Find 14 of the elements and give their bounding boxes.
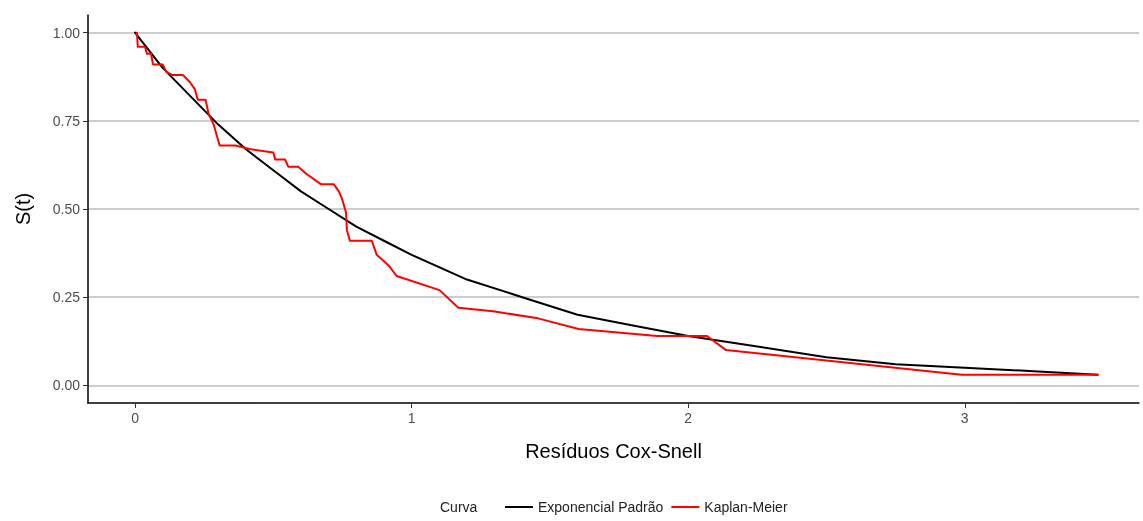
x-tick-label: 3 — [960, 410, 969, 426]
y-tick-label: 0.25 — [52, 289, 81, 306]
y-tick-label: 0.00 — [52, 377, 81, 394]
legend-label: Exponencial Padrão — [538, 499, 664, 515]
y-tick-label: 0.75 — [52, 112, 81, 129]
x-axis-title: Resíduos Cox-Snell — [525, 440, 702, 462]
x-tick-label: 1 — [407, 410, 416, 426]
legend-title: Curva — [440, 499, 478, 515]
legend-label: Kaplan-Meier — [704, 499, 788, 515]
y-axis-title: S(t) — [12, 192, 34, 226]
y-tick-label: 1.00 — [52, 24, 81, 41]
x-tick-label: 0 — [131, 410, 140, 426]
x-tick-label: 2 — [684, 410, 693, 426]
y-tick-label: 0.50 — [52, 201, 81, 217]
